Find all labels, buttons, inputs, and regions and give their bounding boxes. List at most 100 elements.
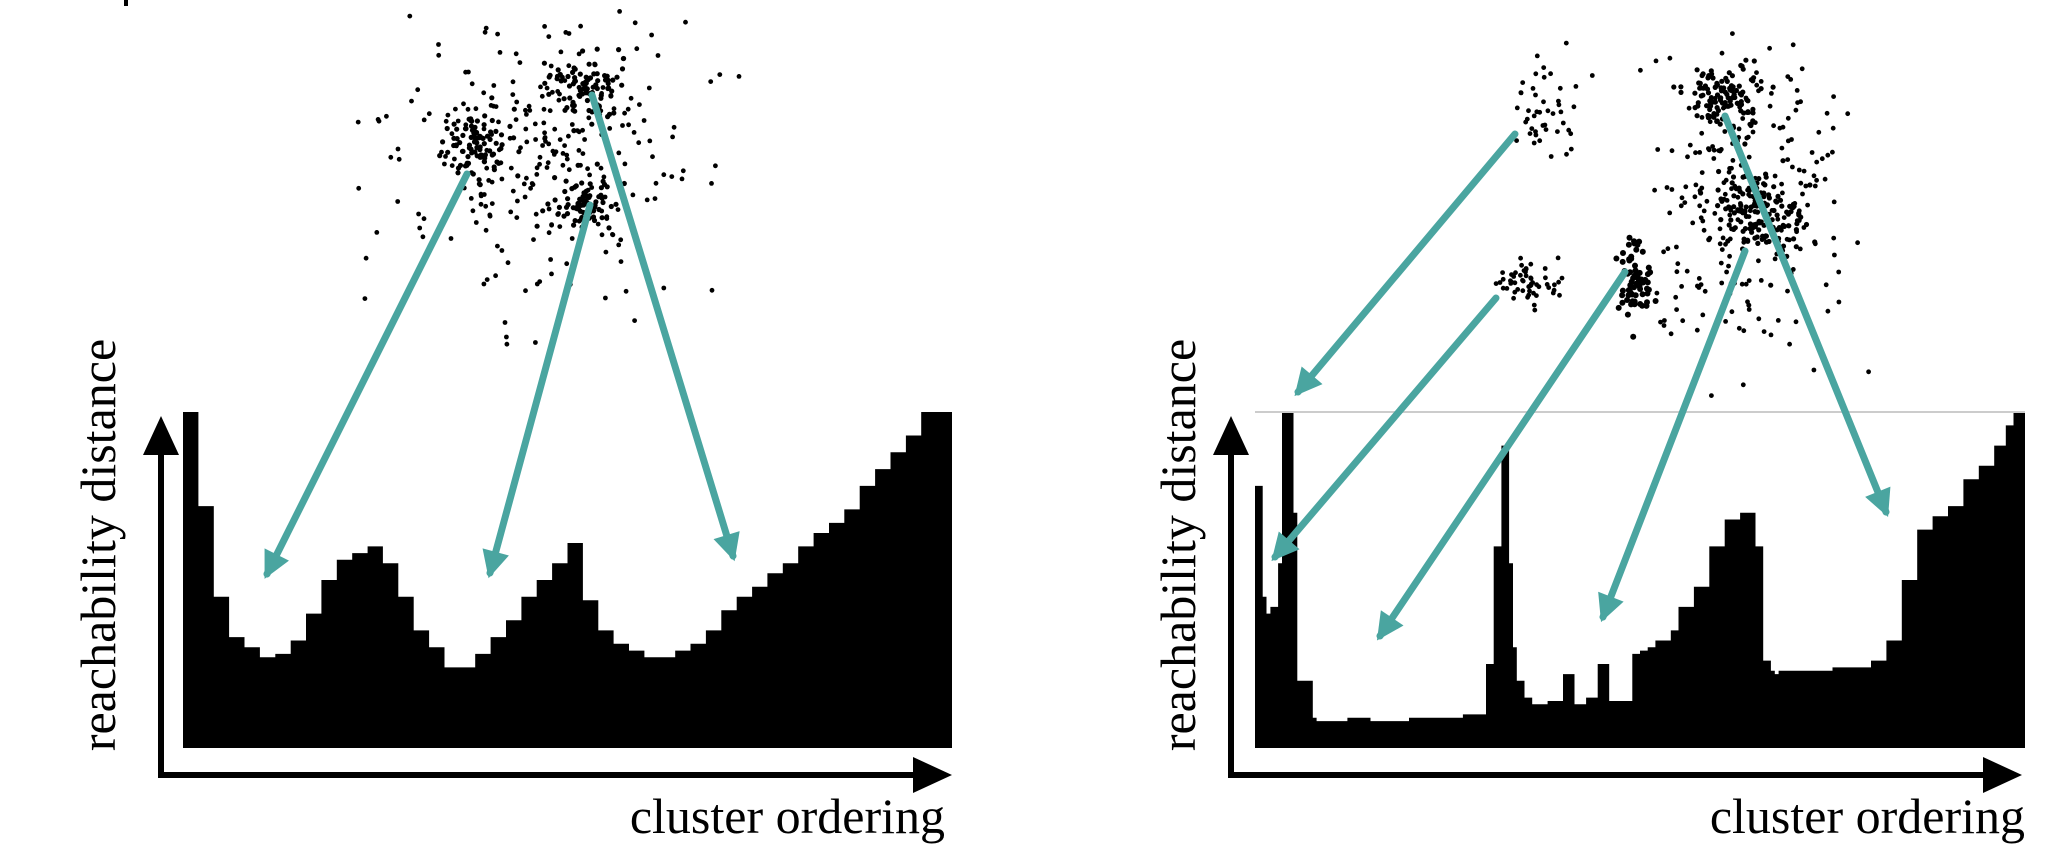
scatter-point bbox=[1726, 169, 1732, 175]
scatter-point bbox=[527, 108, 533, 113]
scatter-point bbox=[1700, 312, 1706, 318]
scatter-point bbox=[1679, 284, 1684, 289]
scatter-point bbox=[1705, 75, 1711, 81]
scatter-point bbox=[1654, 290, 1660, 296]
scatter-point bbox=[1696, 276, 1702, 281]
scatter-point bbox=[455, 170, 461, 176]
scatter-point bbox=[1807, 182, 1813, 188]
scatter-point bbox=[1787, 341, 1792, 347]
scatter-point bbox=[581, 80, 587, 86]
scatter-point bbox=[1785, 288, 1790, 294]
scatter-point bbox=[1741, 328, 1747, 334]
scatter-point bbox=[1615, 304, 1622, 311]
scatter-point bbox=[488, 103, 494, 108]
scatter-point bbox=[497, 50, 503, 55]
scatter-point bbox=[1694, 67, 1700, 73]
scatter-point bbox=[1794, 218, 1800, 224]
scatter-point bbox=[582, 137, 587, 142]
scatter-point bbox=[1533, 92, 1538, 98]
scatter-point bbox=[570, 69, 576, 75]
scatter-point bbox=[1704, 198, 1710, 204]
scatter-point bbox=[1518, 272, 1523, 278]
scatter-point bbox=[454, 136, 460, 142]
scatter-point bbox=[1766, 192, 1772, 198]
scatter-point bbox=[445, 112, 451, 118]
scatter-point bbox=[545, 201, 551, 207]
scatter-point bbox=[513, 51, 519, 57]
scatter-point bbox=[1509, 279, 1515, 285]
scatter-point bbox=[1527, 288, 1532, 294]
scatter-point bbox=[541, 120, 547, 126]
scatter-point bbox=[1832, 252, 1837, 258]
scatter-point bbox=[1771, 184, 1777, 190]
scatter-point bbox=[709, 287, 715, 293]
scatter-point bbox=[474, 140, 480, 146]
scatter-point bbox=[670, 134, 675, 140]
scatter-point bbox=[1543, 275, 1548, 281]
scatter-point bbox=[1719, 280, 1725, 286]
scatter-point bbox=[1814, 159, 1820, 165]
scatter-point bbox=[504, 341, 510, 347]
scatter-point bbox=[1709, 99, 1716, 105]
scatter-point bbox=[1780, 190, 1785, 196]
scatter-point bbox=[1679, 195, 1685, 201]
scatter-point bbox=[1743, 95, 1749, 101]
scatter-point bbox=[1720, 235, 1726, 241]
scatter-point bbox=[553, 149, 559, 155]
scatter-point bbox=[1523, 266, 1529, 272]
scatter-point bbox=[630, 192, 636, 198]
scatter-point bbox=[474, 144, 480, 151]
scatter-point bbox=[1845, 111, 1851, 117]
scatter-point bbox=[617, 9, 622, 14]
right-cluster-arrows bbox=[1271, 112, 1891, 641]
cluster-arrow bbox=[1721, 112, 1891, 518]
scatter-point bbox=[1836, 299, 1842, 305]
scatter-point bbox=[1727, 212, 1733, 218]
scatter-point bbox=[555, 67, 561, 73]
scatter-point bbox=[1736, 126, 1742, 132]
scatter-point bbox=[489, 201, 495, 207]
scatter-point bbox=[487, 136, 493, 142]
scatter-point bbox=[1713, 84, 1719, 90]
scatter-point bbox=[558, 78, 564, 84]
scatter-point bbox=[564, 211, 571, 217]
scatter-point bbox=[454, 143, 459, 149]
scatter-point bbox=[1706, 146, 1711, 152]
scatter-point bbox=[661, 285, 667, 291]
scatter-point bbox=[1780, 158, 1786, 164]
scatter-point bbox=[537, 161, 542, 167]
scatter-point bbox=[481, 159, 487, 165]
scatter-point bbox=[421, 216, 427, 222]
scatter-point bbox=[1754, 82, 1760, 88]
scatter-point bbox=[1710, 75, 1716, 81]
scatter-point bbox=[653, 180, 659, 186]
scatter-point bbox=[590, 84, 596, 90]
scatter-point bbox=[1619, 287, 1626, 294]
scatter-point bbox=[679, 176, 685, 182]
scatter-point bbox=[580, 127, 585, 133]
scatter-point bbox=[388, 154, 394, 160]
scatter-point bbox=[1812, 183, 1818, 189]
scatter-point bbox=[479, 135, 485, 141]
scatter-point bbox=[563, 204, 570, 210]
scatter-point bbox=[1644, 285, 1650, 292]
scatter-point bbox=[609, 88, 615, 94]
scatter-point bbox=[510, 92, 516, 97]
scatter-point bbox=[616, 150, 622, 156]
scatter-point bbox=[499, 248, 505, 253]
scatter-point bbox=[1796, 208, 1802, 214]
scatter-point bbox=[1628, 278, 1635, 285]
scatter-point bbox=[1866, 369, 1871, 375]
scatter-point bbox=[1531, 140, 1537, 146]
scatter-point bbox=[1694, 113, 1700, 119]
scatter-point bbox=[545, 160, 551, 166]
scatter-point bbox=[546, 230, 552, 236]
scatter-point bbox=[1627, 269, 1634, 276]
scatter-point bbox=[708, 79, 714, 84]
scatter-point bbox=[1692, 90, 1698, 96]
scatter-point bbox=[557, 224, 563, 230]
scatter-point bbox=[620, 56, 626, 62]
scatter-point bbox=[499, 176, 505, 182]
scatter-point bbox=[478, 152, 484, 158]
scatter-point bbox=[566, 31, 572, 36]
